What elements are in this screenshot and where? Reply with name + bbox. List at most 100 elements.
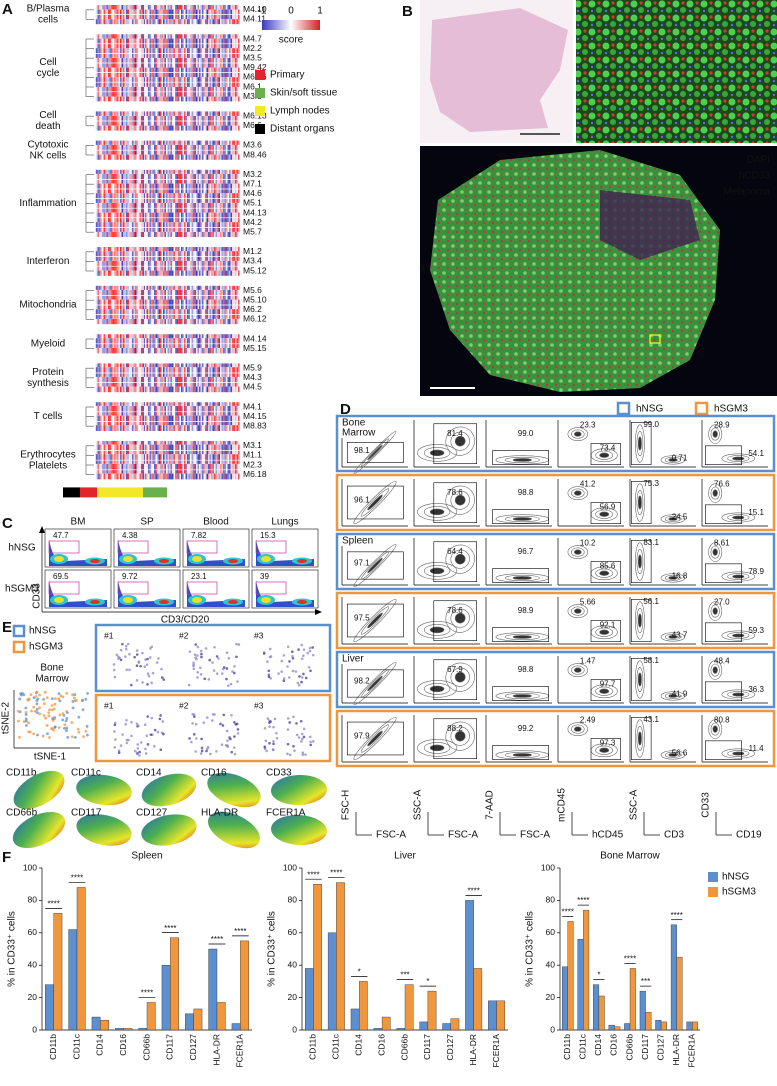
y-axis-label: % in CD33⁺ cells bbox=[7, 911, 18, 987]
tsne-point bbox=[232, 671, 236, 675]
legend-label: hSGM3 bbox=[714, 404, 748, 415]
x-axis-label: hCD45 bbox=[592, 830, 624, 841]
gate bbox=[346, 551, 404, 580]
tsne-point bbox=[146, 715, 149, 718]
y-tick-label: 60 bbox=[288, 927, 298, 937]
tsne-point bbox=[138, 750, 141, 754]
contour bbox=[721, 571, 756, 582]
tsne-point bbox=[300, 680, 303, 684]
replicate-label: #3 bbox=[254, 630, 264, 640]
contour bbox=[660, 573, 686, 583]
gate-value: 27.0 bbox=[714, 598, 730, 607]
significance: **** bbox=[141, 989, 153, 998]
gate-value: 99.2 bbox=[518, 724, 534, 733]
tsne-point bbox=[196, 671, 200, 674]
marker-map bbox=[76, 774, 132, 806]
gate bbox=[433, 541, 477, 583]
contour bbox=[367, 494, 383, 511]
contour bbox=[567, 604, 588, 618]
density bbox=[261, 556, 271, 562]
column-label: SP bbox=[140, 517, 154, 528]
tsne-point bbox=[158, 717, 162, 721]
tsne-point bbox=[145, 734, 149, 738]
tsne-point bbox=[267, 675, 271, 679]
gate bbox=[117, 581, 149, 595]
replicate-label: #1 bbox=[104, 630, 114, 640]
significance: **** bbox=[307, 870, 319, 879]
tsne-point bbox=[113, 675, 117, 679]
bar bbox=[629, 968, 636, 1031]
gate bbox=[590, 620, 622, 642]
tsne-point bbox=[124, 655, 127, 658]
marker-label: CD66b bbox=[6, 808, 38, 819]
legend-label: hNSG bbox=[636, 404, 663, 415]
module-label: M3.6 bbox=[243, 140, 262, 150]
contour bbox=[710, 663, 720, 677]
module-label: M5.12 bbox=[243, 265, 267, 275]
tsne-point bbox=[144, 658, 147, 661]
y-axis-label: % in CD33⁺ cells bbox=[525, 911, 536, 987]
tsne-point bbox=[112, 668, 116, 672]
contour bbox=[353, 544, 397, 587]
bar bbox=[577, 939, 584, 1031]
tsne-point bbox=[286, 752, 289, 756]
contour bbox=[664, 692, 681, 699]
tsne-point bbox=[220, 672, 224, 675]
contour bbox=[664, 751, 681, 758]
contour bbox=[595, 450, 614, 460]
bar bbox=[567, 921, 574, 1031]
y-tick-label: 100 bbox=[23, 862, 37, 872]
module-label: M6.1 bbox=[243, 81, 262, 91]
contour bbox=[708, 719, 723, 739]
tsne-point bbox=[161, 720, 165, 723]
module-label: M7.1 bbox=[243, 178, 262, 188]
tsne-point bbox=[34, 695, 38, 698]
tsne-point bbox=[205, 749, 208, 753]
bar bbox=[593, 984, 600, 1031]
contour bbox=[595, 627, 614, 637]
group-label: death bbox=[35, 121, 60, 132]
tsne-point bbox=[300, 657, 304, 661]
tsne-point bbox=[199, 673, 203, 676]
x-tick-label: CD11b bbox=[308, 1034, 318, 1060]
contour bbox=[727, 514, 750, 521]
group-label: Inflammation bbox=[19, 198, 76, 209]
tsne-point bbox=[42, 714, 46, 717]
y-axis-label: mCD45 bbox=[557, 788, 568, 822]
gate-value: 11.4 bbox=[749, 744, 765, 753]
gate bbox=[186, 581, 218, 595]
tsne-point bbox=[147, 674, 151, 678]
contour bbox=[727, 632, 750, 639]
tsne-point bbox=[84, 697, 88, 701]
tsne-point bbox=[50, 727, 54, 730]
group-label: Protein bbox=[32, 367, 64, 378]
tsne-point bbox=[280, 659, 284, 663]
tsne-point bbox=[301, 753, 305, 756]
x-axis-label: FSC-A bbox=[520, 830, 550, 841]
tsne-point bbox=[187, 683, 191, 687]
gate bbox=[492, 627, 550, 642]
tsne-point bbox=[73, 693, 77, 697]
tsne-point bbox=[162, 678, 166, 681]
gate-value: 92.1 bbox=[600, 620, 616, 629]
y-tick-label: 40 bbox=[28, 959, 38, 969]
contour bbox=[727, 750, 750, 757]
contour bbox=[450, 667, 470, 687]
legend-label: Distant organs bbox=[270, 124, 334, 135]
contour bbox=[634, 719, 645, 758]
tsne-point bbox=[200, 746, 204, 750]
y-tick-label: 0 bbox=[550, 1024, 555, 1034]
contour bbox=[512, 517, 532, 521]
tsne-point bbox=[85, 724, 89, 728]
group-label: T cells bbox=[34, 411, 63, 422]
contour bbox=[660, 750, 686, 760]
tsne-point bbox=[226, 745, 229, 748]
tsne-point bbox=[300, 740, 303, 743]
gate bbox=[346, 721, 404, 756]
tsne-point bbox=[46, 732, 49, 736]
contour bbox=[571, 429, 585, 439]
tsne-point bbox=[135, 649, 139, 652]
tsne-point bbox=[50, 704, 54, 707]
contour bbox=[721, 453, 756, 464]
x-tick-label: CD117 bbox=[165, 1034, 175, 1060]
